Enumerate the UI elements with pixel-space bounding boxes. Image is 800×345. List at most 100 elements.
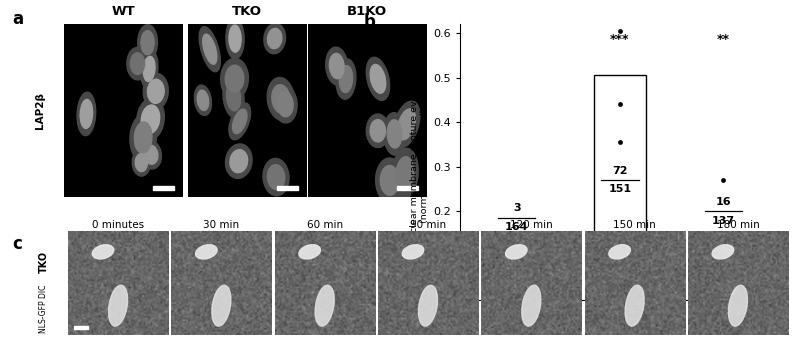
Bar [594,75,646,300]
Ellipse shape [212,285,231,326]
Text: 72: 72 [612,166,628,176]
Ellipse shape [418,285,438,326]
Ellipse shape [143,73,168,109]
Point [614,101,626,107]
Ellipse shape [202,34,217,64]
Ellipse shape [609,245,630,259]
Ellipse shape [387,120,402,148]
Ellipse shape [370,65,386,93]
Point [614,139,626,145]
Title: 150 min: 150 min [614,220,656,230]
Ellipse shape [130,114,156,161]
Ellipse shape [625,285,644,326]
Text: LAP2β: LAP2β [35,92,45,129]
Ellipse shape [263,158,289,196]
Ellipse shape [396,157,414,190]
Text: TKO: TKO [39,251,49,273]
Ellipse shape [370,120,386,142]
Ellipse shape [221,58,248,99]
Ellipse shape [140,50,158,88]
Ellipse shape [132,149,150,176]
Text: TKO: TKO [232,5,262,18]
Text: c: c [12,235,22,253]
Point [717,279,730,285]
Ellipse shape [330,53,344,79]
Ellipse shape [264,23,286,54]
Title: 60 min: 60 min [306,220,342,230]
Ellipse shape [226,65,244,92]
Title: 0 minutes: 0 minutes [92,220,144,230]
Text: 137: 137 [712,216,734,226]
Title: 120 min: 120 min [510,220,553,230]
Ellipse shape [141,31,154,55]
Ellipse shape [92,245,114,259]
Ellipse shape [366,57,390,100]
Ellipse shape [233,109,247,134]
Bar [277,186,298,190]
Ellipse shape [272,85,290,113]
Ellipse shape [144,145,158,164]
Text: b: b [364,13,376,31]
Bar [153,186,174,190]
Point [614,28,626,33]
Ellipse shape [141,105,160,134]
Point [717,244,730,249]
Ellipse shape [226,83,241,111]
Ellipse shape [198,90,209,110]
Ellipse shape [393,101,420,148]
Ellipse shape [134,122,152,153]
Ellipse shape [398,109,415,140]
Title: 30 min: 30 min [203,220,239,230]
Ellipse shape [339,66,353,92]
Text: 3: 3 [513,203,521,213]
Ellipse shape [230,150,248,173]
Ellipse shape [223,76,244,118]
Ellipse shape [375,158,404,203]
Ellipse shape [267,28,282,49]
Ellipse shape [729,285,747,326]
Ellipse shape [366,114,390,148]
Ellipse shape [299,245,321,259]
Ellipse shape [147,79,164,104]
Ellipse shape [140,140,162,169]
Text: B1KO: B1KO [347,5,387,18]
Y-axis label: Nuclear membrane rupture events
(normalized to total cells): Nuclear membrane rupture events (normali… [410,80,429,245]
Ellipse shape [130,53,145,75]
Title: 180 min: 180 min [717,220,759,230]
Ellipse shape [267,78,294,120]
Ellipse shape [712,245,734,259]
Bar [698,245,749,300]
Text: 151: 151 [609,185,631,195]
Point [717,177,730,183]
Ellipse shape [137,98,164,141]
Point [510,289,523,295]
Ellipse shape [229,25,241,52]
Ellipse shape [380,166,399,195]
Ellipse shape [127,47,148,80]
Ellipse shape [199,27,220,72]
Text: ***: *** [610,33,630,46]
Ellipse shape [267,165,285,189]
Ellipse shape [80,99,93,128]
Bar [491,292,542,300]
Text: 164: 164 [505,222,529,232]
Text: NLS-GFP DIC: NLS-GFP DIC [39,285,49,333]
Text: WT: WT [111,5,135,18]
Ellipse shape [391,148,418,199]
Ellipse shape [195,245,217,259]
Ellipse shape [278,92,293,117]
Point [510,253,523,258]
Ellipse shape [77,92,96,136]
Text: 16: 16 [715,197,731,207]
Ellipse shape [194,85,211,116]
Ellipse shape [109,285,127,326]
Text: **: ** [717,33,730,46]
Ellipse shape [135,154,147,171]
Ellipse shape [336,59,356,99]
Bar [74,326,88,329]
Point [717,275,730,280]
Ellipse shape [226,18,244,59]
Ellipse shape [138,24,158,61]
Ellipse shape [522,285,541,326]
Ellipse shape [274,86,297,123]
